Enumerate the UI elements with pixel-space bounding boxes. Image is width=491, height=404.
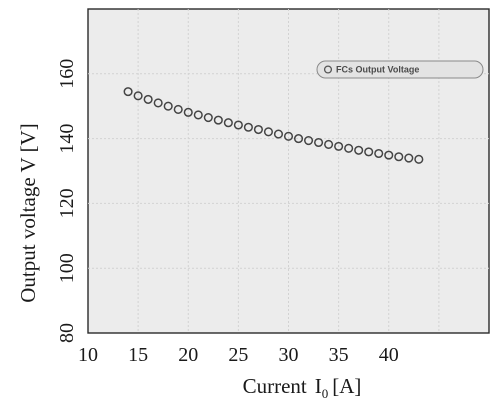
- data-point: [253, 124, 263, 135]
- data-point: [334, 141, 344, 151]
- data-point: [384, 150, 394, 160]
- series-layer: [123, 87, 424, 164]
- y-tick-label: 80: [56, 323, 78, 343]
- data-point: [364, 147, 374, 157]
- data-point: [173, 104, 183, 114]
- data-point: [233, 120, 243, 130]
- data-point: [143, 94, 153, 104]
- x-tick-label: 35: [329, 344, 349, 366]
- data-point: [414, 154, 424, 164]
- x-axis-title-subscript: 0: [322, 386, 329, 401]
- data-point: [304, 135, 314, 146]
- y-axis-title: Output voltage V [V]: [16, 123, 40, 302]
- y-tick-label: 120: [56, 188, 78, 218]
- data-point: [314, 137, 324, 148]
- y-tick-label: 160: [56, 59, 78, 89]
- data-point: [123, 87, 133, 97]
- data-point: [404, 153, 414, 163]
- x-tick-label: 10: [78, 344, 98, 366]
- y-tick-label: 100: [56, 253, 78, 283]
- x-tick-label: 25: [228, 344, 248, 366]
- x-tick-label: 15: [128, 344, 148, 366]
- data-point: [163, 101, 173, 111]
- data-point: [213, 115, 223, 125]
- x-axis-title-unit: [A]: [332, 374, 361, 398]
- data-point: [263, 127, 274, 137]
- data-point: [344, 143, 354, 153]
- x-axis-title-text: Current: [243, 374, 307, 398]
- data-point: [394, 152, 404, 162]
- x-tick-label: 20: [178, 344, 198, 366]
- tick-layer: 10 15 20 25 30 35 40 80 100 120 140 160: [56, 59, 399, 366]
- data-point: [283, 131, 294, 141]
- data-point: [354, 145, 364, 155]
- data-point: [374, 148, 384, 159]
- grid: [88, 9, 489, 333]
- data-point: [133, 91, 143, 101]
- data-point: [223, 118, 233, 128]
- legend: FCs Output Voltage: [316, 60, 484, 79]
- legend-marker: [323, 65, 333, 74]
- data-point: [193, 110, 203, 120]
- data-point: [293, 134, 304, 144]
- x-axis-title: Current I0 [A]: [243, 374, 362, 401]
- legend-box: [316, 60, 484, 79]
- x-tick-label: 40: [379, 344, 399, 366]
- legend-label: FCs Output Voltage: [336, 65, 419, 75]
- data-point: [203, 112, 213, 123]
- data-point: [243, 122, 253, 132]
- data-point: [183, 107, 193, 117]
- data-point: [324, 139, 334, 149]
- data-point: [153, 98, 163, 108]
- x-tick-label: 30: [279, 344, 299, 366]
- y-tick-label: 140: [56, 124, 78, 154]
- x-axis-title-symbol: I: [315, 374, 322, 398]
- data-point: [273, 129, 284, 139]
